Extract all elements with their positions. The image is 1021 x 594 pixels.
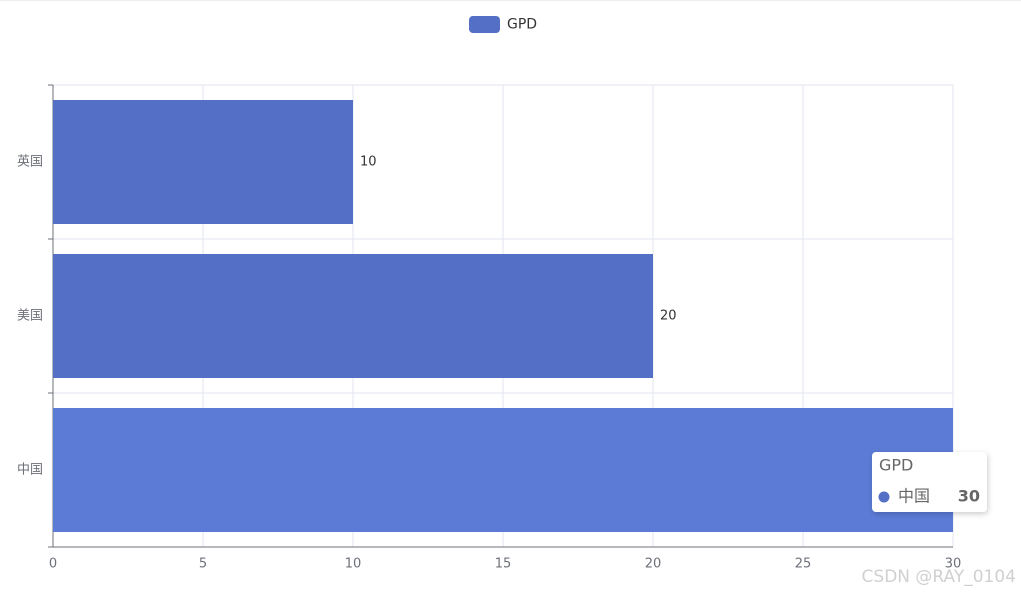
tooltip bbox=[872, 452, 987, 512]
x-tick-label: 15 bbox=[495, 557, 512, 572]
tooltip-category: 中国 bbox=[898, 487, 930, 506]
y-tick-label: 英国 bbox=[17, 155, 43, 170]
tooltip-value: 30 bbox=[958, 487, 980, 506]
data-label: 20 bbox=[660, 309, 677, 324]
x-tick-label: 20 bbox=[645, 557, 662, 572]
x-tick-label: 30 bbox=[945, 557, 962, 572]
bar bbox=[53, 408, 953, 532]
y-tick-label: 美国 bbox=[17, 309, 43, 324]
bar bbox=[53, 254, 653, 378]
x-tick-label: 10 bbox=[345, 557, 362, 572]
x-tick-label: 25 bbox=[795, 557, 812, 572]
tooltip-title: GPD bbox=[879, 456, 913, 475]
data-label: 10 bbox=[360, 155, 377, 170]
legend-label: GPD bbox=[507, 17, 537, 33]
watermark: CSDN @RAY_0104 bbox=[862, 567, 1016, 587]
x-tick-label: 0 bbox=[49, 557, 57, 572]
x-tick-label: 5 bbox=[199, 557, 207, 572]
y-tick-label: 中国 bbox=[17, 463, 43, 478]
legend-swatch bbox=[469, 16, 500, 33]
tooltip-marker bbox=[878, 491, 890, 503]
bar bbox=[53, 100, 353, 224]
